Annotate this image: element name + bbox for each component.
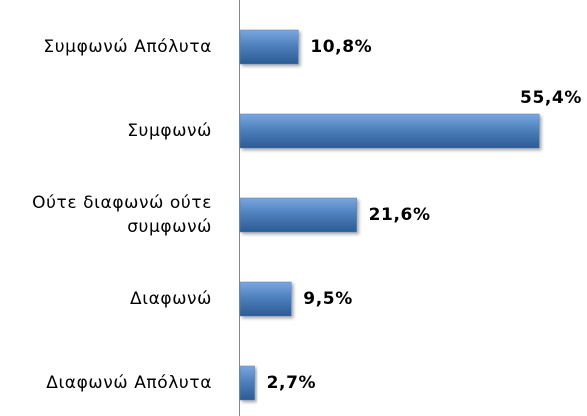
category-label: Συμφωνώ Απόλυτα (43, 37, 212, 57)
bar (239, 197, 357, 233)
value-label: 21,6% (368, 205, 431, 225)
category-label: Διαφωνώ (130, 289, 212, 309)
value-label: 2,7% (266, 373, 317, 393)
category-label: Διαφωνώ Απόλυτα (46, 373, 212, 393)
bar (239, 29, 299, 65)
bar (239, 365, 255, 401)
category-label: Ούτε διαφωνώ ούτε συμφωνώ (32, 193, 212, 237)
category-label: Συμφωνώ (127, 121, 212, 141)
value-label: 9,5% (303, 289, 353, 309)
bar (239, 113, 540, 149)
value-label: 10,8% (310, 37, 373, 57)
bar (239, 281, 292, 317)
value-label: 55,4% (520, 88, 582, 108)
